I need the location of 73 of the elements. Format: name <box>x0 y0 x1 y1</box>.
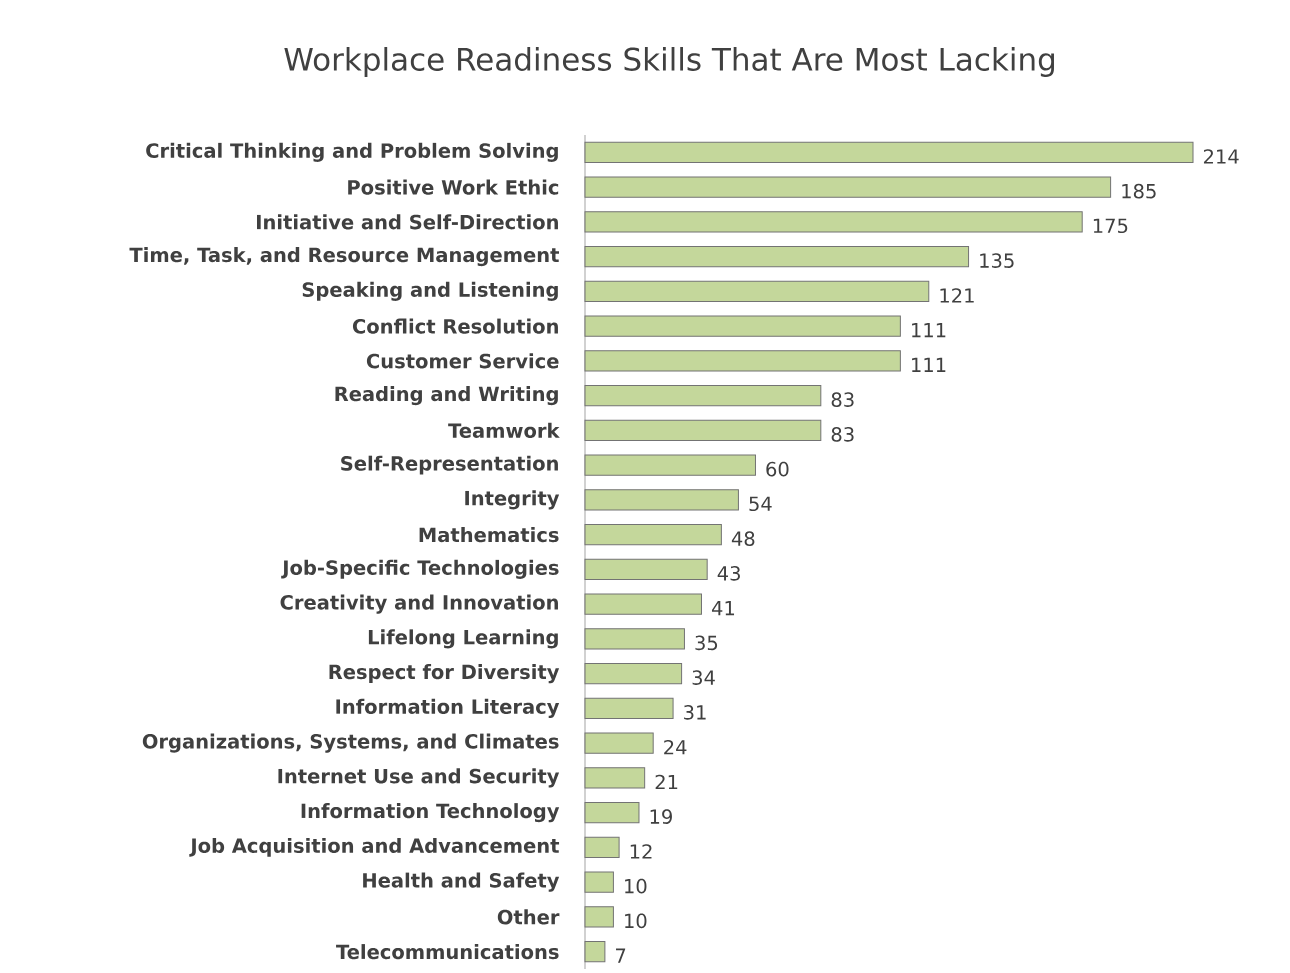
data-label: 48 <box>731 531 755 546</box>
bar <box>584 593 702 615</box>
bar <box>584 558 708 580</box>
chart-title: Workplace Readiness Skills That Are Most Lacking <box>284 46 1054 77</box>
y-tick-label: Mathematics <box>419 527 559 543</box>
data-label: 7 <box>616 948 626 963</box>
data-label: 10 <box>625 878 647 894</box>
data-label: 12 <box>630 844 652 859</box>
data-label: 214 <box>1203 149 1239 164</box>
y-tick-label: Respect for Diversity <box>329 664 560 684</box>
y-tick-label: Conflict Resolution <box>352 318 558 334</box>
data-label: 135 <box>980 253 1014 268</box>
data-label: 41 <box>711 601 735 616</box>
data-label: 175 <box>1093 218 1128 234</box>
y-tick-label: Health and Safety <box>363 872 560 892</box>
y-tick-label: Other <box>497 909 560 925</box>
y-tick-label: Integrity <box>465 490 560 510</box>
data-label: 54 <box>749 496 772 512</box>
data-label: 21 <box>655 774 678 790</box>
bar <box>584 802 640 824</box>
y-tick-label: Job Acquisition and Advancement <box>189 837 560 857</box>
y-tick-label: Critical Thinking and Problem Solving <box>146 142 558 162</box>
y-tick-label: Creativity and Innovation <box>280 594 558 614</box>
data-label: 60 <box>766 461 789 477</box>
bar <box>584 385 822 407</box>
bar <box>584 524 722 546</box>
bar <box>584 906 614 928</box>
bar <box>584 350 901 372</box>
y-tick-label: Lifelong Learning <box>368 629 558 649</box>
bar <box>584 489 739 511</box>
y-tick-label: Teamwork <box>448 422 560 438</box>
data-label: 111 <box>912 357 946 372</box>
bar <box>584 419 822 441</box>
data-label: 121 <box>940 288 974 303</box>
y-tick-label: Telecommunications <box>336 944 559 960</box>
y-tick-label: Information Literacy <box>336 698 560 718</box>
bar <box>584 871 614 893</box>
y-tick-label: Customer Service <box>366 353 559 369</box>
data-label: 83 <box>831 426 854 442</box>
bar <box>584 315 901 337</box>
bar <box>584 628 685 650</box>
bar <box>584 176 1112 198</box>
data-label: 43 <box>717 565 740 581</box>
bar <box>584 246 970 268</box>
bar <box>584 211 1083 233</box>
data-label: 10 <box>625 913 647 929</box>
y-tick-label: Time, Task, and Resource Management <box>129 247 560 267</box>
bar <box>584 141 1194 163</box>
bar <box>584 663 683 685</box>
y-tick-label: Information Technology <box>301 803 560 823</box>
bar <box>584 280 930 302</box>
y-tick-label: Positive Work Ethic <box>348 179 559 195</box>
y-tick-label: Speaking and Listening <box>302 281 558 301</box>
data-label: 24 <box>664 739 687 755</box>
bar <box>584 767 646 789</box>
data-label: 111 <box>912 323 946 338</box>
y-tick-label: Initiative and Self-Direction <box>257 214 558 230</box>
y-tick-label: Reading and Writing <box>335 386 558 406</box>
y-tick-label: Organizations, Systems, and Climates <box>142 733 559 753</box>
data-label: 185 <box>1122 183 1156 199</box>
y-tick-label: Self-Representation <box>341 455 558 475</box>
data-label: 34 <box>692 670 715 685</box>
y-tick-label: Job-Specific Technologies <box>281 559 559 579</box>
y-tick-label: Internet Use and Security <box>278 768 560 788</box>
bar <box>584 836 620 858</box>
data-label: 35 <box>695 635 718 651</box>
data-label: 31 <box>684 704 706 720</box>
bar <box>584 941 606 963</box>
data-label: 19 <box>650 809 672 824</box>
bar <box>584 454 756 476</box>
bar <box>584 732 654 754</box>
bar <box>584 697 674 719</box>
data-label: 83 <box>831 392 854 407</box>
